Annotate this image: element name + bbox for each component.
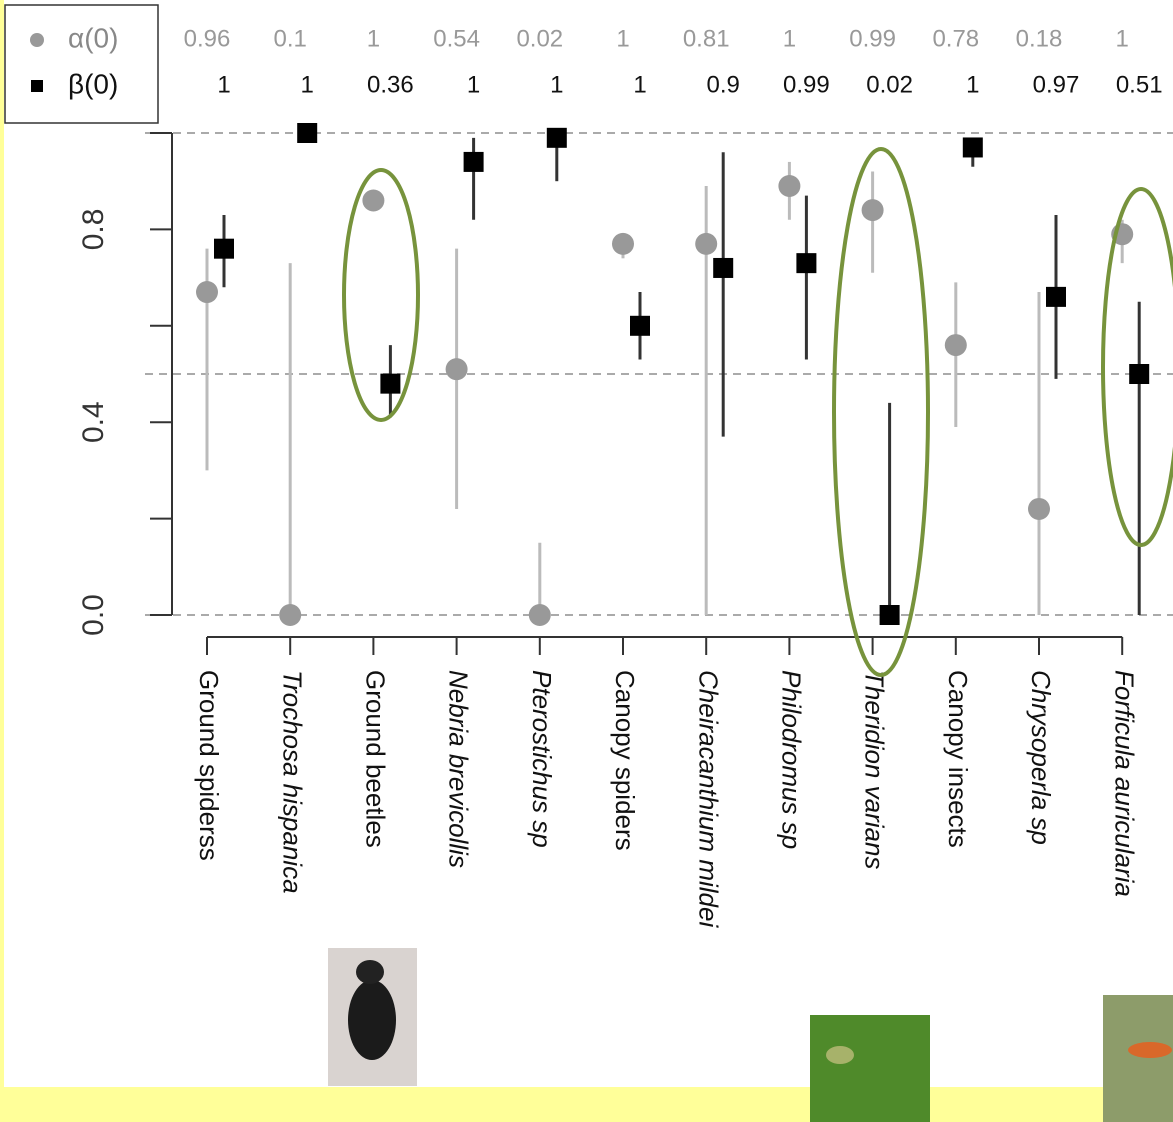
x-tick-label: Ground beetles: [361, 670, 391, 848]
point: [862, 199, 884, 221]
legend-label: β(0): [68, 68, 118, 99]
x-tick-label: Canopy spiders: [610, 670, 640, 851]
point: [612, 233, 634, 255]
probability-label: 0.99: [849, 25, 896, 52]
x-tick-label: Theridion varians: [860, 670, 890, 869]
page: 0.0 0.4 0.8 Ground spiderss Trochosa hispani…: [0, 0, 1173, 1122]
probability-label: 1: [301, 71, 314, 98]
probability-label: 1: [633, 71, 646, 98]
probability-label: 0.78: [932, 25, 979, 52]
x-tick-label: Canopy insects: [943, 670, 973, 848]
x-tick-label: Philodromus sp: [777, 670, 807, 849]
probability-label: 0.51: [1116, 71, 1163, 98]
legend-marker: [31, 80, 43, 92]
probability-label: 0.02: [866, 71, 913, 98]
point: [1046, 287, 1066, 307]
point: [880, 605, 900, 625]
probability-label: 0.18: [1016, 25, 1063, 52]
x-tick-label: Nebria brevicollis: [444, 670, 474, 868]
probability-label: 0.97: [1033, 71, 1080, 98]
legend-label: α(0): [68, 22, 118, 53]
point: [963, 137, 983, 157]
x-tick-label: Chrysoperla sp: [1026, 670, 1056, 845]
point: [1028, 498, 1050, 520]
background: [0, 0, 1173, 1122]
x-tick-label: Ground spiderss: [194, 670, 224, 861]
point: [796, 253, 816, 273]
probability-label: 0.02: [516, 25, 563, 52]
point: [713, 258, 733, 278]
legend-marker: [30, 33, 44, 47]
point: [214, 239, 234, 259]
probability-label: 1: [467, 71, 480, 98]
beetle-photo: [328, 948, 417, 1086]
left-strip: [0, 0, 4, 1122]
point: [529, 604, 551, 626]
spider-photo: [810, 1015, 930, 1122]
y-tick-label: 0.8: [77, 209, 110, 251]
probability-label: 1: [1116, 25, 1129, 52]
probability-label: 1: [367, 25, 380, 52]
probability-label: 1: [616, 25, 629, 52]
probability-label: 1: [966, 71, 979, 98]
probability-label: 0.96: [184, 25, 231, 52]
point: [446, 358, 468, 380]
probability-label: 0.9: [707, 71, 740, 98]
point: [1129, 364, 1149, 384]
point: [297, 123, 317, 143]
probability-label: 1: [217, 71, 230, 98]
point: [778, 175, 800, 197]
point: [695, 233, 717, 255]
point: [945, 334, 967, 356]
probability-label: 1: [783, 25, 796, 52]
point: [464, 152, 484, 172]
point: [630, 316, 650, 336]
point: [362, 189, 384, 211]
y-tick-label: 0.4: [77, 401, 110, 443]
chart: 0.0 0.4 0.8 Ground spiderss Trochosa hispani…: [0, 0, 1173, 1122]
x-tick-label: Trochosa hispanica: [277, 670, 307, 894]
x-tick-label: Forficula auricularia: [1109, 670, 1139, 897]
probability-label: 0.54: [433, 25, 480, 52]
probability-label: 0.1: [274, 25, 307, 52]
bottom-band: [0, 1087, 1173, 1122]
y-tick-label: 0.0: [77, 594, 110, 636]
probability-label: 0.36: [367, 71, 414, 98]
point: [547, 128, 567, 148]
probability-label: 0.81: [683, 25, 730, 52]
point: [380, 374, 400, 394]
probability-label: 1: [550, 71, 563, 98]
point: [196, 281, 218, 303]
earwig-photo: [1103, 995, 1173, 1122]
x-tick-label: Cheiracanthium mildei: [693, 670, 723, 928]
probability-label: 0.99: [783, 71, 830, 98]
point: [279, 604, 301, 626]
x-tick-label: Pterostichus sp: [527, 670, 557, 848]
